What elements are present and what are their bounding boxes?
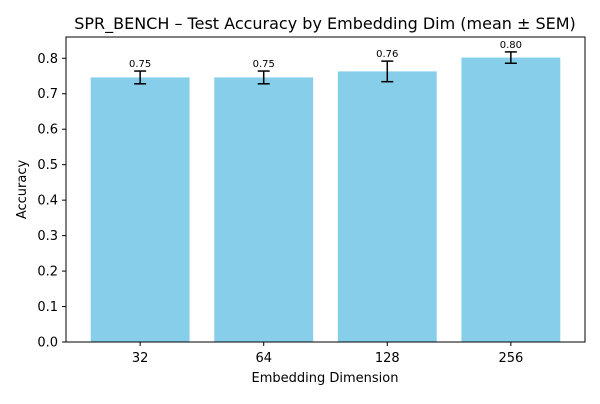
y-axis-label: Accuracy (15, 160, 30, 220)
y-tick-label: 0.2 (37, 265, 58, 280)
x-axis: 32 64 128 256 (132, 342, 523, 366)
x-tick-label-64: 64 (255, 351, 272, 366)
x-axis-label: Embedding Dimension (252, 371, 399, 386)
y-tick-label: 0.7 (37, 87, 58, 102)
bar-64 (214, 77, 314, 342)
y-tick-label: 0.1 (37, 300, 58, 315)
bar-256 (461, 57, 561, 343)
x-tick-label-256: 256 (498, 351, 523, 366)
data-label-32: 0.75 (129, 59, 151, 70)
chart-title: SPR_BENCH – Test Accuracy by Embedding D… (74, 14, 576, 34)
y-tick-label: 0.0 (37, 336, 58, 351)
y-axis: 0.0 0.1 0.2 0.3 0.4 0.5 0.6 0.7 0.8 (37, 52, 66, 351)
y-tick-label: 0.8 (37, 52, 58, 67)
y-tick-label: 0.6 (37, 123, 58, 138)
bars-group (90, 57, 561, 343)
y-tick-label: 0.5 (37, 158, 58, 173)
bar-128 (337, 71, 437, 343)
plot-frame (65, 36, 586, 343)
bar-32 (90, 77, 190, 342)
data-label-64: 0.75 (253, 59, 275, 70)
data-labels-group: 0.75 0.75 0.76 0.80 (129, 40, 522, 70)
data-label-128: 0.76 (376, 49, 398, 60)
data-label-256: 0.80 (500, 40, 522, 51)
y-tick-label: 0.3 (37, 229, 58, 244)
x-tick-label-32: 32 (132, 351, 149, 366)
x-tick-label-128: 128 (375, 351, 400, 366)
y-tick-label: 0.4 (37, 194, 58, 209)
error-bars-group (134, 51, 517, 85)
